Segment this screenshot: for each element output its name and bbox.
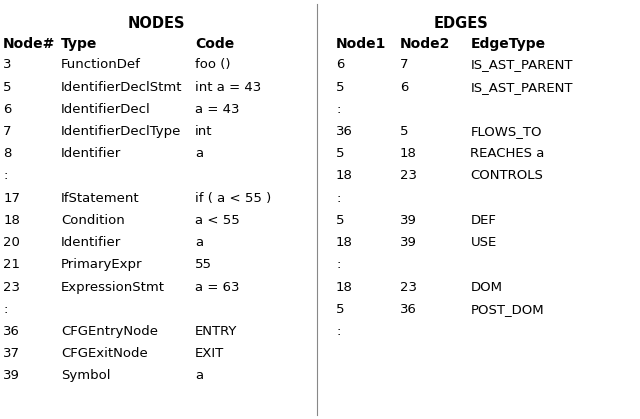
Text: :: : bbox=[3, 169, 8, 183]
Text: IdentifierDecl: IdentifierDecl bbox=[61, 103, 150, 116]
Text: 18: 18 bbox=[336, 236, 353, 249]
Text: PrimaryExpr: PrimaryExpr bbox=[61, 258, 142, 272]
Text: Symbol: Symbol bbox=[61, 369, 110, 383]
Text: 23: 23 bbox=[400, 280, 417, 294]
Text: a = 43: a = 43 bbox=[195, 103, 240, 116]
Text: 5: 5 bbox=[3, 80, 12, 94]
Text: ENTRY: ENTRY bbox=[195, 325, 237, 338]
Text: 5: 5 bbox=[336, 80, 344, 94]
Text: 6: 6 bbox=[3, 103, 12, 116]
Text: 23: 23 bbox=[400, 169, 417, 183]
Text: 8: 8 bbox=[3, 147, 12, 160]
Text: 18: 18 bbox=[336, 280, 353, 294]
Text: NODES: NODES bbox=[128, 16, 186, 31]
Text: a < 55: a < 55 bbox=[195, 214, 240, 227]
Text: CONTROLS: CONTROLS bbox=[470, 169, 543, 183]
Text: POST_DOM: POST_DOM bbox=[470, 303, 544, 316]
Text: 5: 5 bbox=[336, 303, 344, 316]
Text: 23: 23 bbox=[3, 280, 20, 294]
Text: Node1: Node1 bbox=[336, 37, 387, 51]
Text: 7: 7 bbox=[3, 125, 12, 138]
Text: 20: 20 bbox=[3, 236, 20, 249]
Text: :: : bbox=[336, 103, 340, 116]
Text: 37: 37 bbox=[3, 347, 20, 360]
Text: Type: Type bbox=[61, 37, 97, 51]
Text: Node2: Node2 bbox=[400, 37, 451, 51]
Text: 18: 18 bbox=[400, 147, 417, 160]
Text: ExpressionStmt: ExpressionStmt bbox=[61, 280, 165, 294]
Text: 39: 39 bbox=[400, 214, 417, 227]
Text: 6: 6 bbox=[336, 58, 344, 72]
Text: 39: 39 bbox=[400, 236, 417, 249]
Text: 5: 5 bbox=[336, 214, 344, 227]
Text: 5: 5 bbox=[336, 147, 344, 160]
Text: EDGES: EDGES bbox=[433, 16, 488, 31]
Text: a: a bbox=[195, 236, 204, 249]
Text: :: : bbox=[336, 325, 340, 338]
Text: DEF: DEF bbox=[470, 214, 496, 227]
Text: 21: 21 bbox=[3, 258, 20, 272]
Text: foo (): foo () bbox=[195, 58, 230, 72]
Text: int a = 43: int a = 43 bbox=[195, 80, 262, 94]
Text: Condition: Condition bbox=[61, 214, 125, 227]
Text: EdgeType: EdgeType bbox=[470, 37, 545, 51]
Text: a = 63: a = 63 bbox=[195, 280, 240, 294]
Text: FLOWS_TO: FLOWS_TO bbox=[470, 125, 542, 138]
Text: FunctionDef: FunctionDef bbox=[61, 58, 141, 72]
Text: Identifier: Identifier bbox=[61, 236, 121, 249]
Text: if ( a < 55 ): if ( a < 55 ) bbox=[195, 191, 271, 205]
Text: int: int bbox=[195, 125, 212, 138]
Text: 3: 3 bbox=[3, 58, 12, 72]
Text: EXIT: EXIT bbox=[195, 347, 225, 360]
Text: Node#: Node# bbox=[3, 37, 56, 51]
Text: :: : bbox=[336, 191, 340, 205]
Text: IdentifierDeclStmt: IdentifierDeclStmt bbox=[61, 80, 182, 94]
Text: CFGEntryNode: CFGEntryNode bbox=[61, 325, 158, 338]
Text: USE: USE bbox=[470, 236, 497, 249]
Text: IS_AST_PARENT: IS_AST_PARENT bbox=[470, 80, 573, 94]
Text: IS_AST_PARENT: IS_AST_PARENT bbox=[470, 58, 573, 72]
Text: 36: 36 bbox=[400, 303, 417, 316]
Text: IdentifierDeclType: IdentifierDeclType bbox=[61, 125, 181, 138]
Text: :: : bbox=[3, 303, 8, 316]
Text: 17: 17 bbox=[3, 191, 20, 205]
Text: CFGExitNode: CFGExitNode bbox=[61, 347, 148, 360]
Text: IfStatement: IfStatement bbox=[61, 191, 140, 205]
Text: REACHES a: REACHES a bbox=[470, 147, 545, 160]
Text: Code: Code bbox=[195, 37, 234, 51]
Text: 36: 36 bbox=[336, 125, 353, 138]
Text: 7: 7 bbox=[400, 58, 408, 72]
Text: :: : bbox=[336, 258, 340, 272]
Text: Identifier: Identifier bbox=[61, 147, 121, 160]
Text: a: a bbox=[195, 369, 204, 383]
Text: 5: 5 bbox=[400, 125, 408, 138]
Text: 6: 6 bbox=[400, 80, 408, 94]
Text: 18: 18 bbox=[3, 214, 20, 227]
Text: 36: 36 bbox=[3, 325, 20, 338]
Text: 55: 55 bbox=[195, 258, 212, 272]
Text: a: a bbox=[195, 147, 204, 160]
Text: 39: 39 bbox=[3, 369, 20, 383]
Text: 18: 18 bbox=[336, 169, 353, 183]
Text: DOM: DOM bbox=[470, 280, 502, 294]
